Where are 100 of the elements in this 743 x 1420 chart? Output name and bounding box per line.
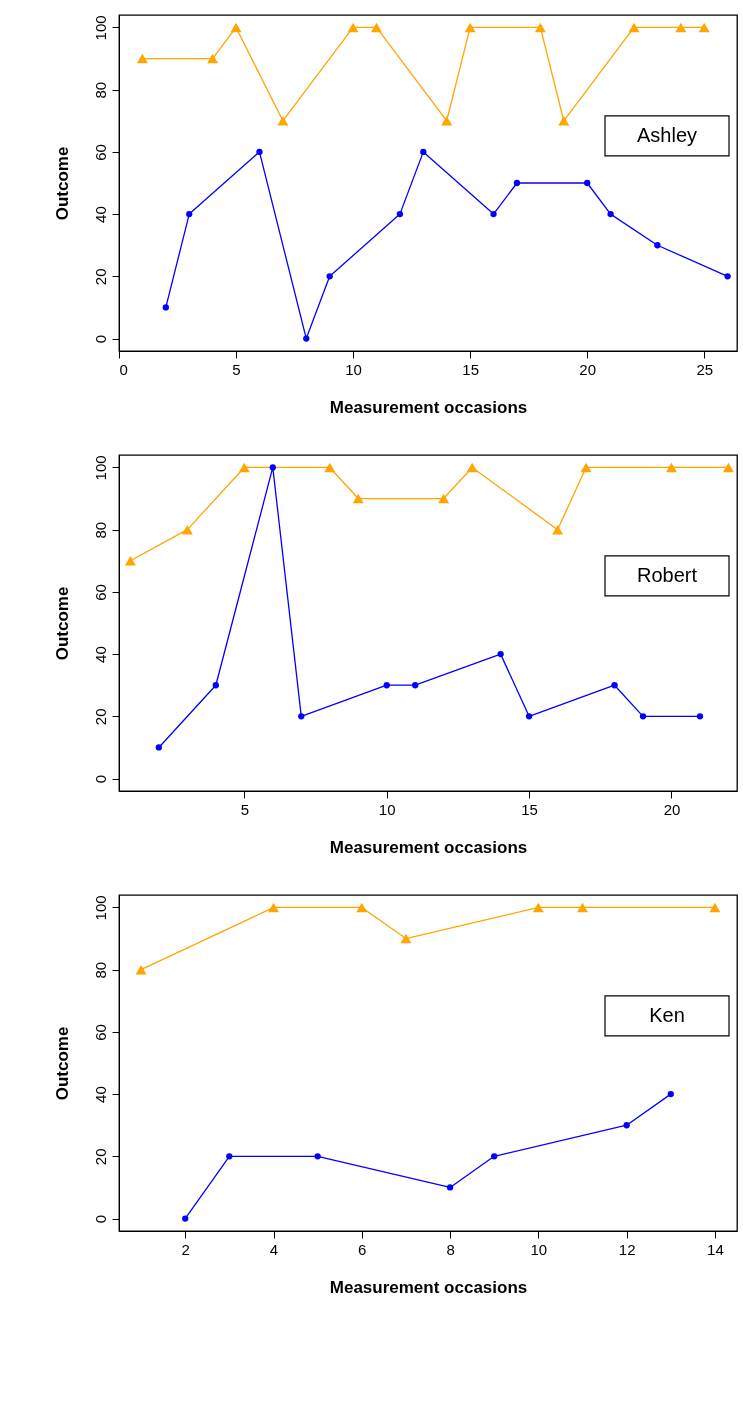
x-axis-title: Measurement occasions — [329, 397, 528, 417]
point — [709, 902, 721, 913]
point — [303, 335, 310, 342]
point — [347, 22, 359, 33]
annotation: Ashley — [636, 123, 698, 146]
point — [607, 210, 614, 218]
point — [155, 744, 163, 751]
point — [371, 22, 382, 33]
annotation: Robert — [636, 563, 698, 586]
point — [534, 22, 546, 33]
x-tick-label: 15 — [521, 800, 538, 818]
x-tick-label: 4 — [269, 1240, 279, 1258]
x-tick-label: 10 — [345, 360, 362, 378]
point — [396, 210, 404, 218]
y-tick-label: 0 — [91, 774, 109, 784]
point — [623, 1122, 630, 1129]
point — [124, 556, 136, 566]
point — [580, 462, 592, 473]
point — [352, 493, 364, 504]
point — [326, 273, 333, 280]
point — [230, 22, 242, 33]
point — [654, 242, 661, 249]
y-tick-label: 20 — [91, 708, 109, 726]
point — [182, 1215, 189, 1222]
point — [639, 713, 647, 720]
x-axis-title: Measurement occasions — [329, 837, 528, 857]
y-tick-label: 80 — [91, 521, 109, 539]
x-tick-label: 10 — [530, 1240, 548, 1258]
x-tick-label: 20 — [579, 360, 597, 378]
point — [696, 713, 704, 720]
point — [466, 462, 478, 473]
y-tick-label: 60 — [91, 1024, 109, 1041]
x-tick-label: 8 — [446, 1240, 455, 1258]
x-tick-label: 0 — [119, 360, 128, 378]
x-tick-label: 25 — [696, 360, 714, 378]
annotation: Ken — [649, 1003, 685, 1026]
y-tick-label: 60 — [91, 584, 109, 601]
point — [611, 682, 618, 689]
point — [513, 179, 521, 187]
point — [356, 902, 368, 913]
y-tick-label: 80 — [91, 961, 109, 979]
y-tick-label: 100 — [91, 895, 109, 921]
point — [438, 493, 450, 504]
x-tick-label: 12 — [618, 1240, 636, 1258]
x-axis-title: Measurement occasions — [329, 1277, 528, 1297]
x-tick-label: 20 — [663, 800, 681, 818]
point — [628, 22, 640, 33]
point — [698, 22, 710, 33]
point — [420, 148, 427, 156]
point — [238, 462, 250, 473]
y-tick-label: 40 — [91, 1086, 109, 1103]
point — [722, 462, 734, 473]
point — [558, 116, 570, 126]
point — [162, 304, 169, 311]
x-tick-label: 2 — [181, 1240, 190, 1258]
point — [136, 53, 148, 64]
point — [314, 1153, 321, 1160]
point — [207, 53, 219, 64]
point — [400, 933, 412, 944]
x-tick-label: 5 — [232, 360, 241, 378]
point — [584, 179, 591, 187]
point — [724, 273, 731, 280]
y-tick-label: 80 — [91, 81, 109, 99]
point — [441, 116, 453, 126]
point — [577, 902, 588, 913]
point — [226, 1153, 233, 1160]
y-tick-label: 20 — [91, 1148, 109, 1166]
y-tick-label: 100 — [91, 455, 109, 481]
point — [491, 1153, 498, 1160]
y-tick-label: 0 — [91, 1214, 109, 1224]
y-axis-title: Outcome — [52, 1026, 72, 1101]
point — [181, 524, 193, 535]
point — [667, 1090, 674, 1098]
x-tick-label: 14 — [707, 1240, 724, 1258]
point — [464, 22, 476, 33]
point — [666, 462, 677, 473]
point — [135, 964, 147, 975]
x-tick-label: 5 — [240, 800, 249, 818]
point — [532, 902, 544, 913]
point — [186, 210, 193, 218]
point — [298, 713, 305, 720]
point — [675, 22, 687, 33]
x-tick-label: 10 — [378, 800, 396, 818]
point — [269, 464, 276, 471]
x-tick-label: 15 — [462, 360, 479, 378]
x-tick-label: 6 — [358, 1240, 367, 1258]
y-tick-label: 100 — [91, 15, 109, 41]
y-tick-label: 0 — [91, 334, 109, 344]
point — [525, 713, 533, 720]
point — [256, 148, 263, 156]
y-axis-title: Outcome — [52, 586, 72, 661]
point — [412, 682, 419, 689]
point — [446, 1184, 454, 1191]
y-tick-label: 20 — [91, 268, 109, 286]
point — [277, 116, 289, 126]
point — [212, 682, 219, 689]
y-tick-label: 40 — [91, 646, 109, 663]
point — [383, 682, 390, 689]
y-tick-label: 60 — [91, 144, 109, 161]
point — [552, 524, 564, 535]
